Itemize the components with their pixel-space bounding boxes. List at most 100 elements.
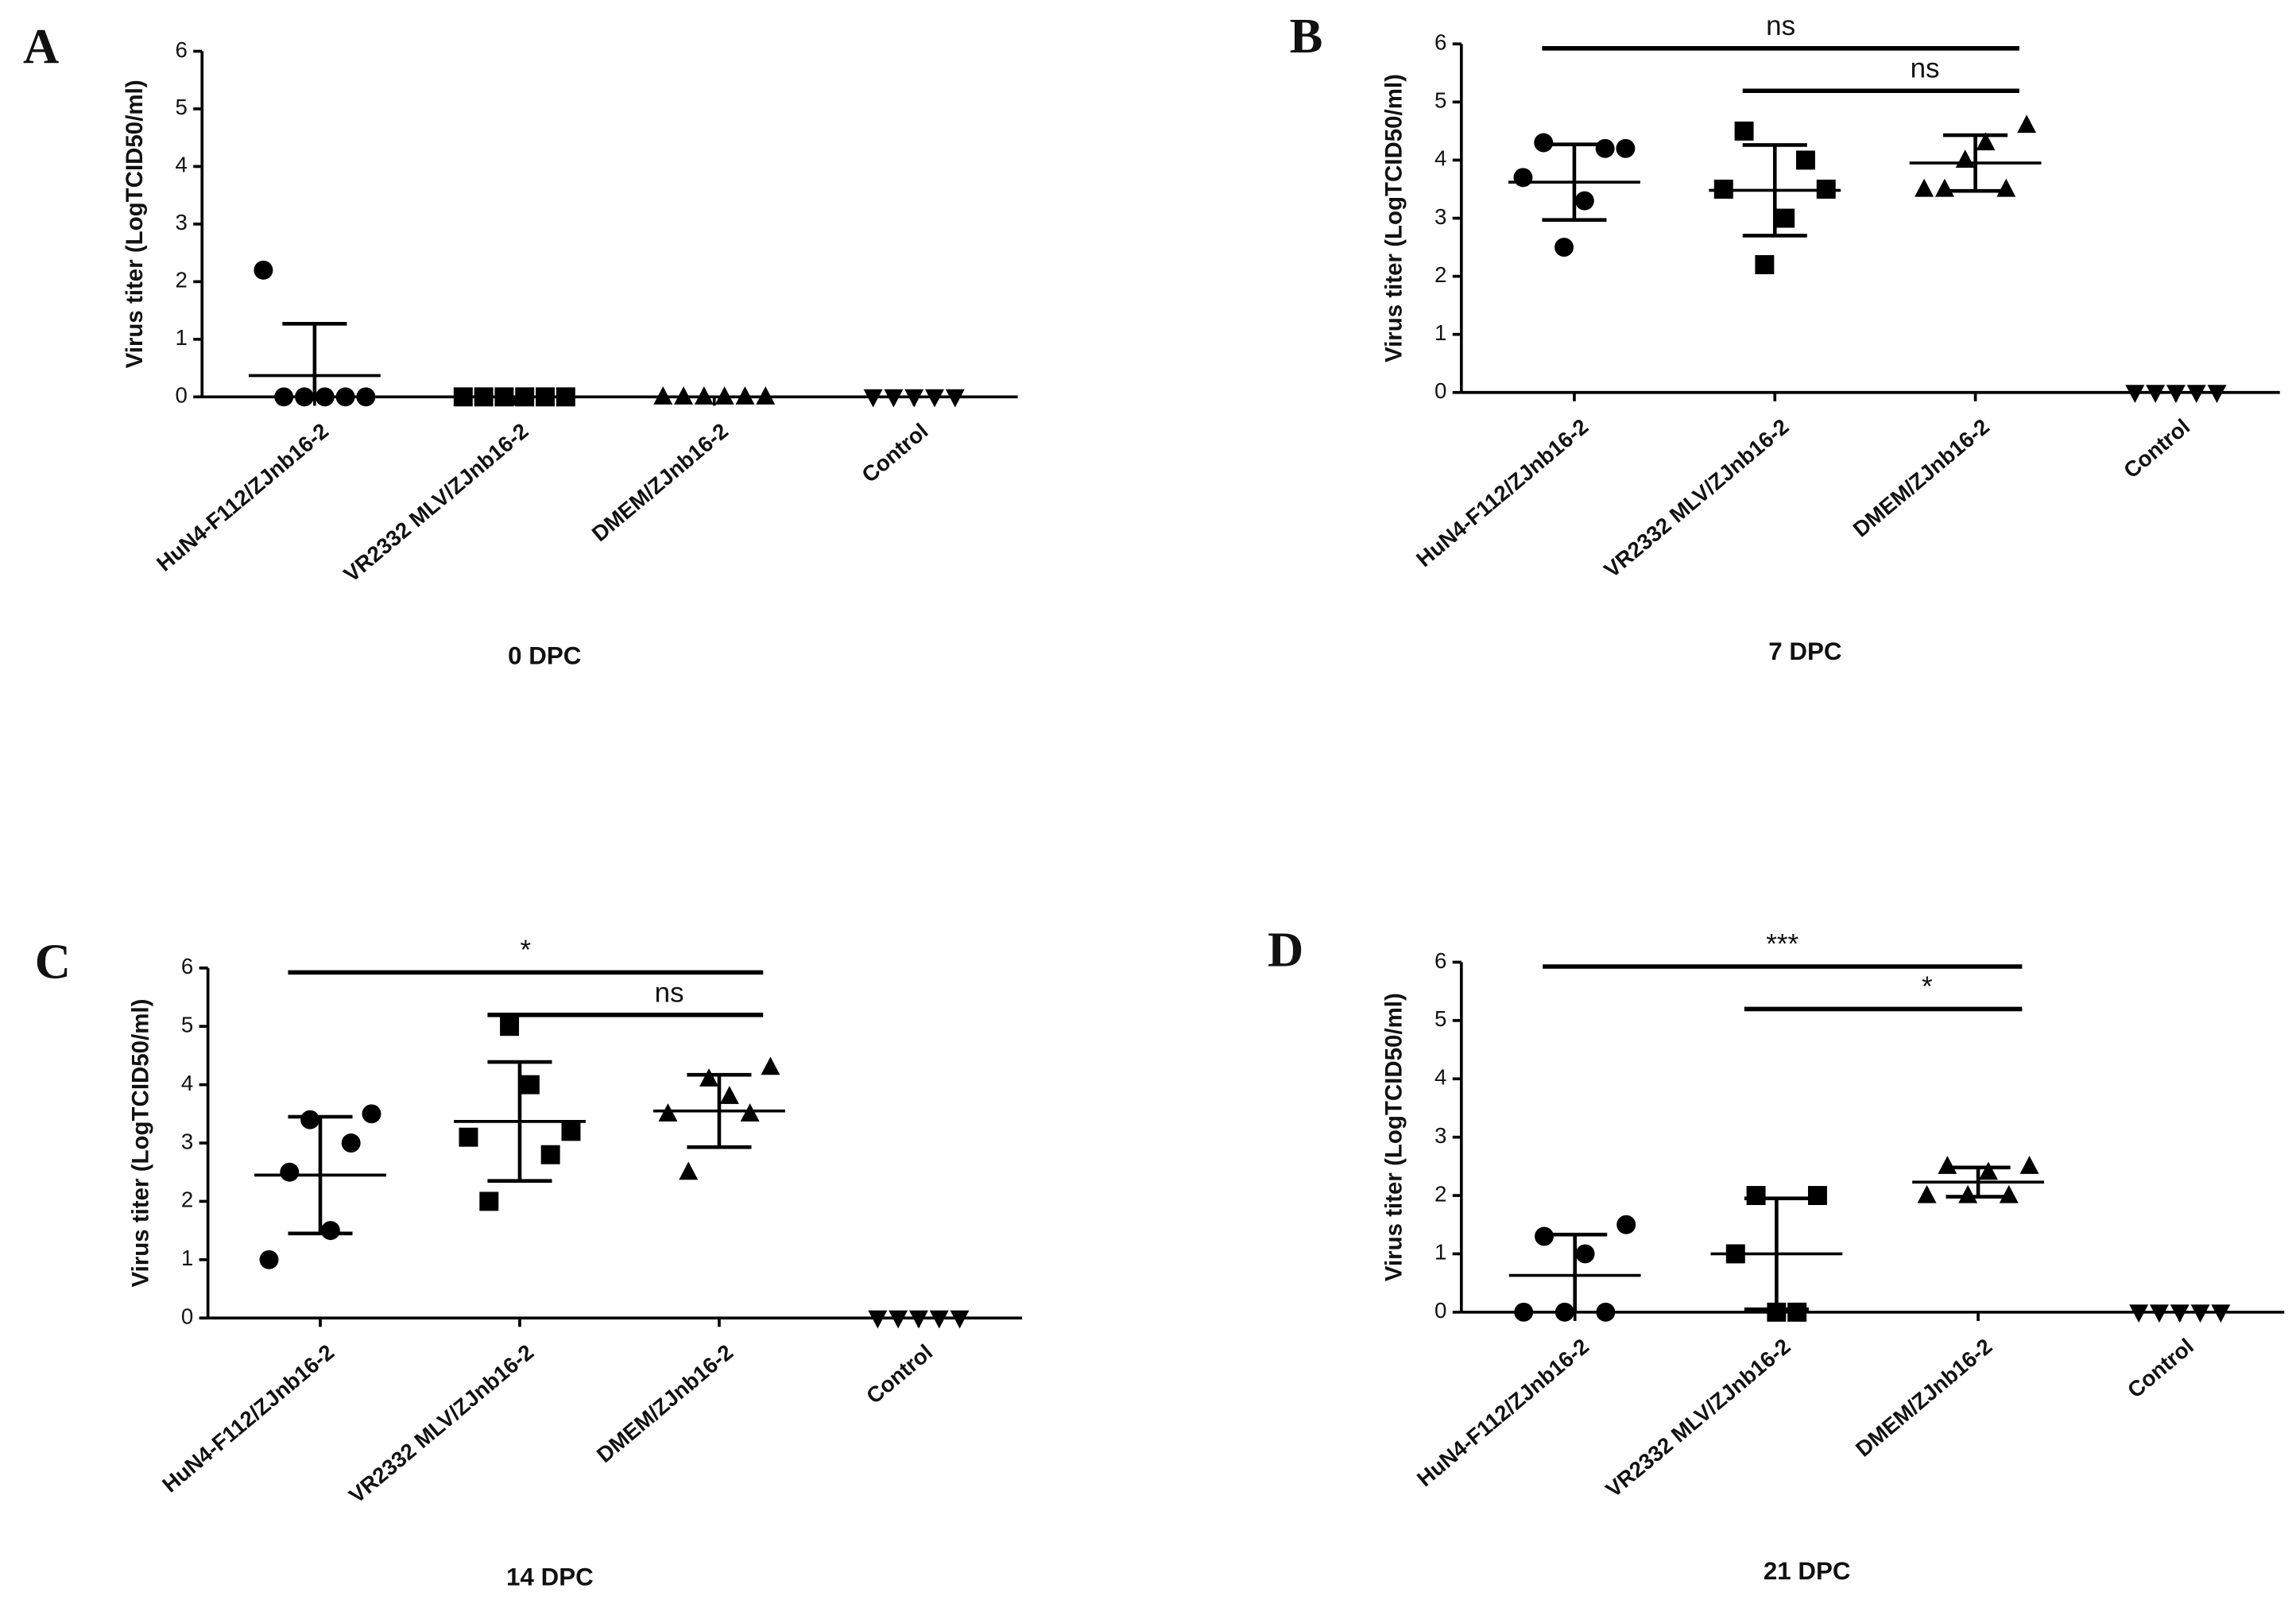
data-point [884,389,904,408]
data-point [868,1310,888,1329]
group [1912,1156,2044,1203]
data-point [950,1310,970,1329]
y-axis-label: Virus titer (LogTCID50/ml) [1381,993,1407,1281]
group [248,260,381,407]
y-tick-label: 1 [1435,320,1446,345]
error-bar [248,321,381,397]
data-point [1816,180,1836,199]
group [653,386,776,405]
data-point [1915,178,1934,197]
data-point [1934,178,1954,197]
x-axis-label: 14 DPC [506,1563,594,1591]
data-point [2129,1304,2149,1323]
data-point [453,387,473,407]
y-tick-label: 5 [181,1013,193,1037]
data-point [679,1161,699,1180]
data-point [1775,208,1795,228]
data-point [674,386,694,405]
data-point [500,1017,520,1036]
data-point [2170,1304,2190,1323]
y-tick-label: 0 [1435,378,1446,403]
y-tick-label: 5 [1435,88,1446,113]
x-tick-label: DMEM/ZJnb16-2 [592,1339,738,1467]
data-point [735,386,755,405]
y-tick-label: 6 [181,954,193,978]
data-point [1555,1302,1574,1322]
group [453,387,575,407]
data-point [2125,385,2145,403]
group [1709,121,1841,274]
significance-label: * [521,935,532,966]
data-point [1616,138,1636,158]
data-point [459,1127,478,1147]
data-point [362,1104,381,1124]
data-point [254,260,273,280]
significance-label: *** [1766,928,1798,959]
x-axis-label: 21 DPC [1764,1557,1851,1585]
data-point [699,1068,719,1087]
y-tick-label: 0 [181,1304,193,1328]
data-point [1534,133,1554,153]
error-bar [254,1114,386,1236]
data-point [536,387,555,407]
group [1710,1186,1843,1322]
data-point [335,387,355,407]
data-point [1795,150,1815,170]
x-tick-label: HuN4-F112/ZJnb16-2 [1412,1334,1593,1491]
data-point [1595,138,1615,158]
error-bar [653,1072,785,1149]
data-point [2166,385,2186,403]
data-point [2146,385,2166,403]
group [254,1104,386,1269]
data-point [1725,1244,1745,1264]
data-point [889,1310,908,1329]
data-point [1574,191,1594,211]
group [2125,385,2227,403]
y-tick-label: 5 [175,95,187,119]
data-point [929,1310,949,1329]
data-point [515,387,535,407]
data-point [2211,1304,2231,1323]
x-tick-label: VR2332 MLV/ZJnb16-2 [344,1339,538,1508]
y-tick-label: 2 [175,268,187,293]
data-point [719,1086,739,1104]
data-point [274,387,294,407]
data-point [1917,1184,1937,1203]
data-point [1787,1302,1807,1322]
data-point [1555,238,1574,258]
data-point [341,1133,361,1153]
x-tick-label: Control [857,418,932,487]
data-point [1513,168,1533,188]
group [1508,133,1640,258]
data-point [1807,1186,1827,1206]
data-point [320,1221,340,1241]
panel: B 0 1 2 3 4 5 6 Virus titer (LogTCID50/ml) 7 DPC H… [1290,8,2280,665]
y-tick-label: 4 [175,153,187,177]
data-point [1958,1184,1978,1203]
data-point [315,387,335,407]
y-tick-label: 3 [175,210,187,234]
y-tick-label: 6 [1435,948,1446,973]
data-point [653,386,673,405]
group [863,389,965,408]
group [868,1310,970,1329]
x-tick-label: HuN4-F112/ZJnb16-2 [1411,414,1593,572]
data-point [295,387,314,407]
x-tick-label: Control [2123,1334,2198,1403]
x-tick-label: VR2332 MLV/ZJnb16-2 [1601,1334,1795,1502]
data-point [904,389,924,408]
data-point [740,1103,760,1122]
panel: D 0 1 2 3 4 5 6 Virus titer (LogTCID50/ml) 21 DPC… [1268,922,2285,1585]
data-point [280,1162,300,1182]
x-tick-label: VR2332 MLV/ZJnb16-2 [1599,414,1793,583]
x-tick-label: HuN4-F112/ZJnb16-2 [152,418,333,575]
data-point [474,387,494,407]
data-point [1575,1244,1595,1264]
x-tick-label: DMEM/ZJnb16-2 [587,418,733,546]
panel-label: B [1290,8,1323,64]
panel-label: C [35,933,71,989]
data-point [756,386,776,405]
error-bar [1909,133,2042,193]
y-tick-label: 2 [1435,262,1446,287]
y-axis-label: Virus titer (LogTCID50/ml) [122,79,148,368]
